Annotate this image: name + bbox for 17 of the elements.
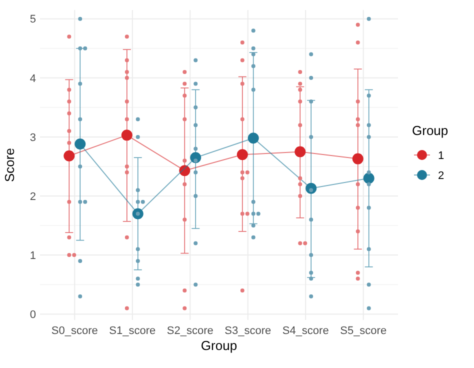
x-tick-label: S4_score — [282, 325, 329, 337]
x-axis-title: Group — [200, 338, 238, 353]
x-tick-label: S5_score — [340, 325, 387, 337]
x-tick-label: S3_score — [224, 325, 272, 337]
y-tick-label: 4 — [30, 72, 36, 85]
legend-title: Group — [412, 123, 448, 138]
legend-label: 1 — [438, 150, 444, 162]
y-tick-label: 3 — [30, 132, 36, 144]
y-tick-label: 0 — [30, 308, 36, 321]
x-tick-label: S2_score — [166, 325, 214, 337]
x-tick-label: S1_score — [109, 325, 156, 337]
legend-label: 2 — [438, 170, 444, 182]
y-tick-label: 5 — [30, 14, 36, 26]
y-tick-label: 2 — [30, 190, 36, 203]
y-tick-label: 1 — [30, 250, 36, 262]
y-axis-title: Score — [2, 148, 17, 182]
x-tick-label: S0_score — [51, 325, 98, 337]
